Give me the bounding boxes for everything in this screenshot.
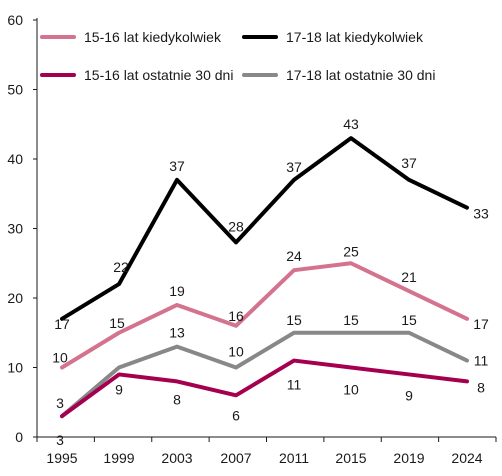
series-line-0 [60,261,469,370]
y-tick-label: 10 [7,360,23,376]
legend-item: 15-16 lat ostatnie 30 dni [40,67,233,83]
data-label: 21 [401,269,417,285]
legend-label: 15-16 lat ostatnie 30 dni [84,67,233,83]
data-label: 37 [401,155,417,171]
x-tick-label: 1999 [103,450,134,466]
data-label: 15 [109,315,125,331]
x-tick-label: 2015 [335,450,366,466]
series-lines [60,136,469,419]
data-label: 13 [169,325,185,341]
data-label: 43 [343,116,359,132]
x-tick-label: 2007 [220,450,251,466]
legend-label: 17-18 lat kiedykolwiek [286,29,424,45]
data-label: 15 [343,312,359,328]
x-tick-label: 2019 [393,450,424,466]
legend-label: 15-16 lat kiedykolwiek [84,29,222,45]
data-label: 17 [473,316,489,332]
series-line-2 [60,358,469,419]
data-label: 11 [287,377,302,393]
y-tick-label: 20 [7,290,23,306]
y-tick-label: 40 [7,151,23,167]
x-tick-label: 1995 [46,450,77,466]
data-label: 3 [56,432,64,448]
legend-item: 15-16 lat kiedykolwiek [40,29,222,45]
data-label: 15 [401,312,417,328]
data-label: 10 [343,382,359,398]
data-label: 8 [477,379,485,395]
data-label: 16 [228,308,244,324]
x-tick-label: 2003 [161,450,192,466]
data-label: 10 [52,350,68,366]
legend-label: 17-18 lat ostatnie 30 dni [286,67,435,83]
legend-item: 17-18 lat ostatnie 30 dni [242,67,435,83]
data-label: 25 [343,243,359,259]
x-tick-label: 2011 [279,450,309,466]
legend-item: 17-18 lat kiedykolwiek [242,29,424,45]
data-label: 8 [173,391,181,407]
data-label: 33 [473,206,489,222]
data-label: 24 [286,248,302,264]
data-label: 15 [286,312,302,328]
data-label: 17 [54,316,70,332]
y-tick-label: 0 [15,429,23,445]
data-label: 3 [56,395,64,411]
data-label: 11 [474,353,489,369]
data-label: 22 [113,259,129,275]
data-label: 6 [232,407,240,423]
data-label: 9 [405,387,413,403]
data-label: 19 [169,283,185,299]
y-tick-label: 60 [7,12,23,28]
data-label: 28 [228,218,244,234]
data-label: 9 [115,381,123,397]
chart-legend: 15-16 lat kiedykolwiek 17-18 lat kiedykol… [40,29,435,83]
data-label: 37 [286,159,302,175]
x-tick-label: 2024 [451,450,482,466]
data-label: 37 [169,158,185,174]
series-line-1 [60,136,469,321]
series-line-3 [60,330,469,419]
y-tick-label: 30 [7,221,23,237]
y-tick-label: 50 [7,82,23,98]
data-label: 10 [228,344,244,360]
